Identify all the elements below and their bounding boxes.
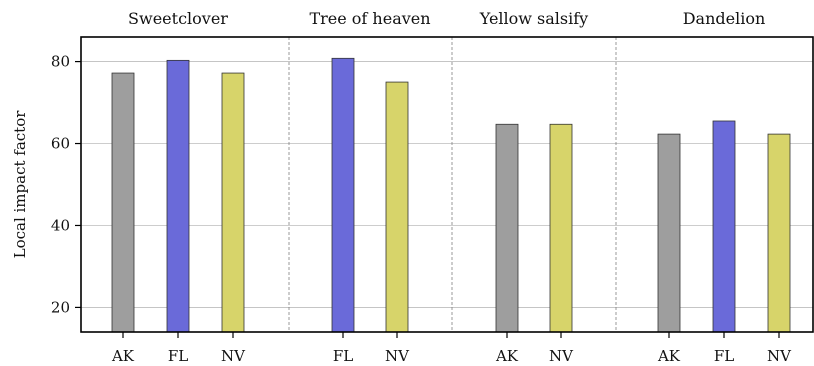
x-tick-label: NV xyxy=(767,347,792,365)
y-tick-label: 20 xyxy=(51,298,70,316)
x-axis-ticks: AK FL NV FL NV AK NV AK FL NV xyxy=(111,332,792,365)
plot-frame xyxy=(80,36,814,333)
bar-dandelion-nv xyxy=(767,133,791,333)
y-tick-label: 40 xyxy=(51,216,70,234)
group-separators xyxy=(288,37,617,332)
bar-yellow-salsify-nv xyxy=(549,123,573,333)
y-tick-label: 60 xyxy=(51,135,70,153)
group-title: Dandelion xyxy=(683,9,766,28)
x-tick-label: AK xyxy=(111,347,135,365)
bars xyxy=(111,57,791,333)
bar-tree-of-heaven-fl xyxy=(331,57,355,333)
group-title: Tree of heaven xyxy=(309,9,430,28)
group-title: Yellow salsify xyxy=(479,9,588,28)
bar-dandelion-ak xyxy=(657,133,681,333)
grid-lines xyxy=(81,61,813,308)
group-titles: Sweetclover Tree of heaven Yellow salsify D… xyxy=(128,9,765,28)
bar-yellow-salsify-ak xyxy=(495,123,519,333)
x-tick-label: AK xyxy=(657,347,681,365)
y-tick-label: 80 xyxy=(51,53,70,71)
bar-tree-of-heaven-nv xyxy=(385,81,409,333)
x-tick-label: FL xyxy=(333,347,353,365)
x-tick-label: AK xyxy=(495,347,519,365)
y-axis-ticks: 20 40 60 80 xyxy=(51,53,81,316)
x-tick-label: NV xyxy=(221,347,246,365)
y-axis-label: Local impact factor xyxy=(11,110,29,259)
x-tick-label: NV xyxy=(549,347,574,365)
x-tick-label: FL xyxy=(714,347,734,365)
bar-sweetclover-ak xyxy=(111,72,135,333)
x-tick-label: FL xyxy=(168,347,188,365)
x-tick-label: NV xyxy=(385,347,410,365)
bar-dandelion-fl xyxy=(712,120,736,333)
bar-sweetclover-nv xyxy=(221,72,245,333)
group-title: Sweetclover xyxy=(128,9,228,28)
bar-sweetclover-fl xyxy=(166,59,190,333)
